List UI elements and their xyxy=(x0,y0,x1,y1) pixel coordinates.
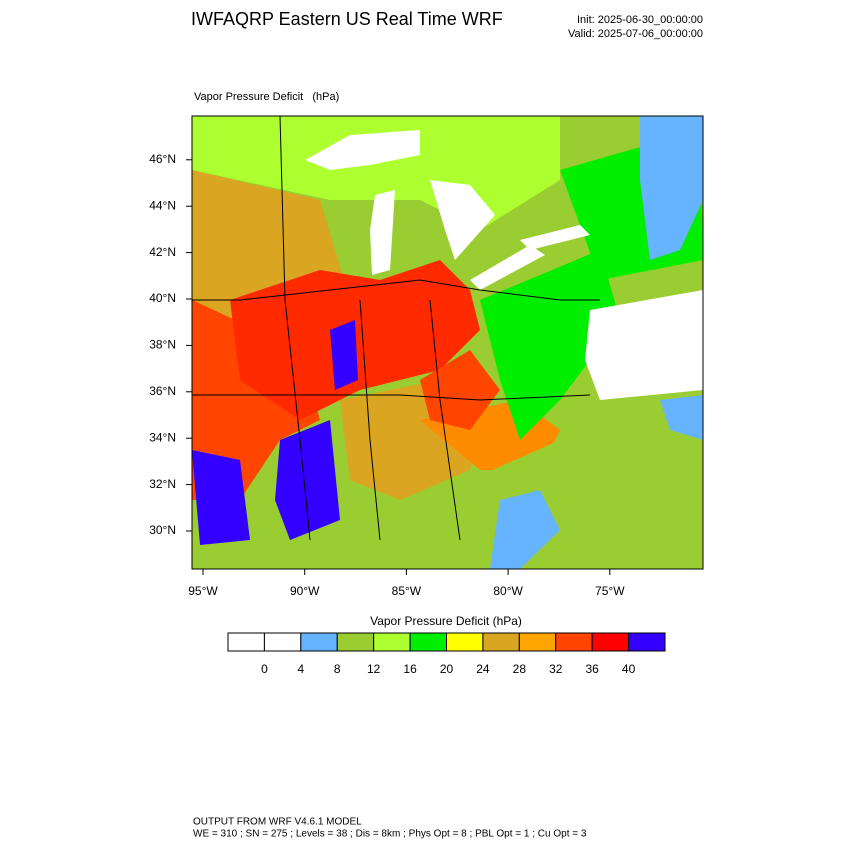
lat-label: 34°N xyxy=(149,430,176,444)
colorbar: 0 4 8 12 16 20 24 28 32 36 40 xyxy=(227,632,666,676)
colorbar-box xyxy=(446,632,484,652)
colorbar-label: 36 xyxy=(585,662,599,676)
footer-line: WE = 310 ; SN = 275 ; Levels = 38 ; Dis … xyxy=(193,829,587,840)
colorbar-label: 4 xyxy=(297,662,304,676)
lon-label: 90°W xyxy=(290,584,320,598)
colorbar-box xyxy=(373,632,411,652)
colorbar-box xyxy=(300,632,338,652)
colorbar-box xyxy=(555,632,593,652)
colorbar-box xyxy=(518,632,557,652)
footer-line: OUTPUT FROM WRF V4.6.1 MODEL xyxy=(193,817,362,828)
colorbar-label: 0 xyxy=(261,662,268,676)
map-frame xyxy=(191,115,704,570)
lat-label: 30°N xyxy=(149,523,176,537)
colorbar-box xyxy=(227,632,265,652)
lon-label: 95°W xyxy=(188,584,218,598)
init-time: Init: 2025-06-30_00:00:00 xyxy=(577,14,703,26)
title: IWFAQRP Eastern US Real Time WRF xyxy=(191,9,503,29)
lon-label: 75°W xyxy=(595,584,625,598)
lon-label: 85°W xyxy=(392,584,422,598)
lon-labels: 95°W 90°W 85°W 80°W 75°W xyxy=(188,569,625,598)
map-subtitle: Vapor Pressure Deficit (hPa) xyxy=(194,91,339,103)
colorbar-box xyxy=(628,632,666,652)
colorbar-box xyxy=(482,632,520,652)
colorbar-label: 8 xyxy=(334,662,341,676)
colorbar-label: 24 xyxy=(476,662,490,676)
colorbar-label: 16 xyxy=(403,662,417,676)
colorbar-label: 20 xyxy=(440,662,454,676)
lon-label: 80°W xyxy=(493,584,523,598)
colorbar-box xyxy=(591,632,630,652)
lat-labels: 30°N 32°N 34°N 36°N 38°N 40°N 42°N 44°N 46°N xyxy=(149,152,192,537)
colorbar-label: 40 xyxy=(622,662,636,676)
map-field xyxy=(192,116,703,569)
colorbar-box xyxy=(409,632,448,652)
lat-label: 32°N xyxy=(149,477,176,491)
colorbar-label: 32 xyxy=(549,662,563,676)
lat-label: 46°N xyxy=(149,152,176,166)
colorbar-title: Vapor Pressure Deficit (hPa) xyxy=(370,614,522,628)
lat-label: 38°N xyxy=(149,338,176,352)
valid-time: Valid: 2025-07-06_00:00:00 xyxy=(568,28,703,40)
lat-label: 36°N xyxy=(149,384,176,398)
lat-label: 44°N xyxy=(149,198,176,212)
lat-label: 40°N xyxy=(149,291,176,305)
colorbar-label: 28 xyxy=(513,662,527,676)
colorbar-box xyxy=(263,632,302,652)
colorbar-label: 12 xyxy=(367,662,381,676)
colorbar-box xyxy=(336,632,375,652)
lat-label: 42°N xyxy=(149,245,176,259)
